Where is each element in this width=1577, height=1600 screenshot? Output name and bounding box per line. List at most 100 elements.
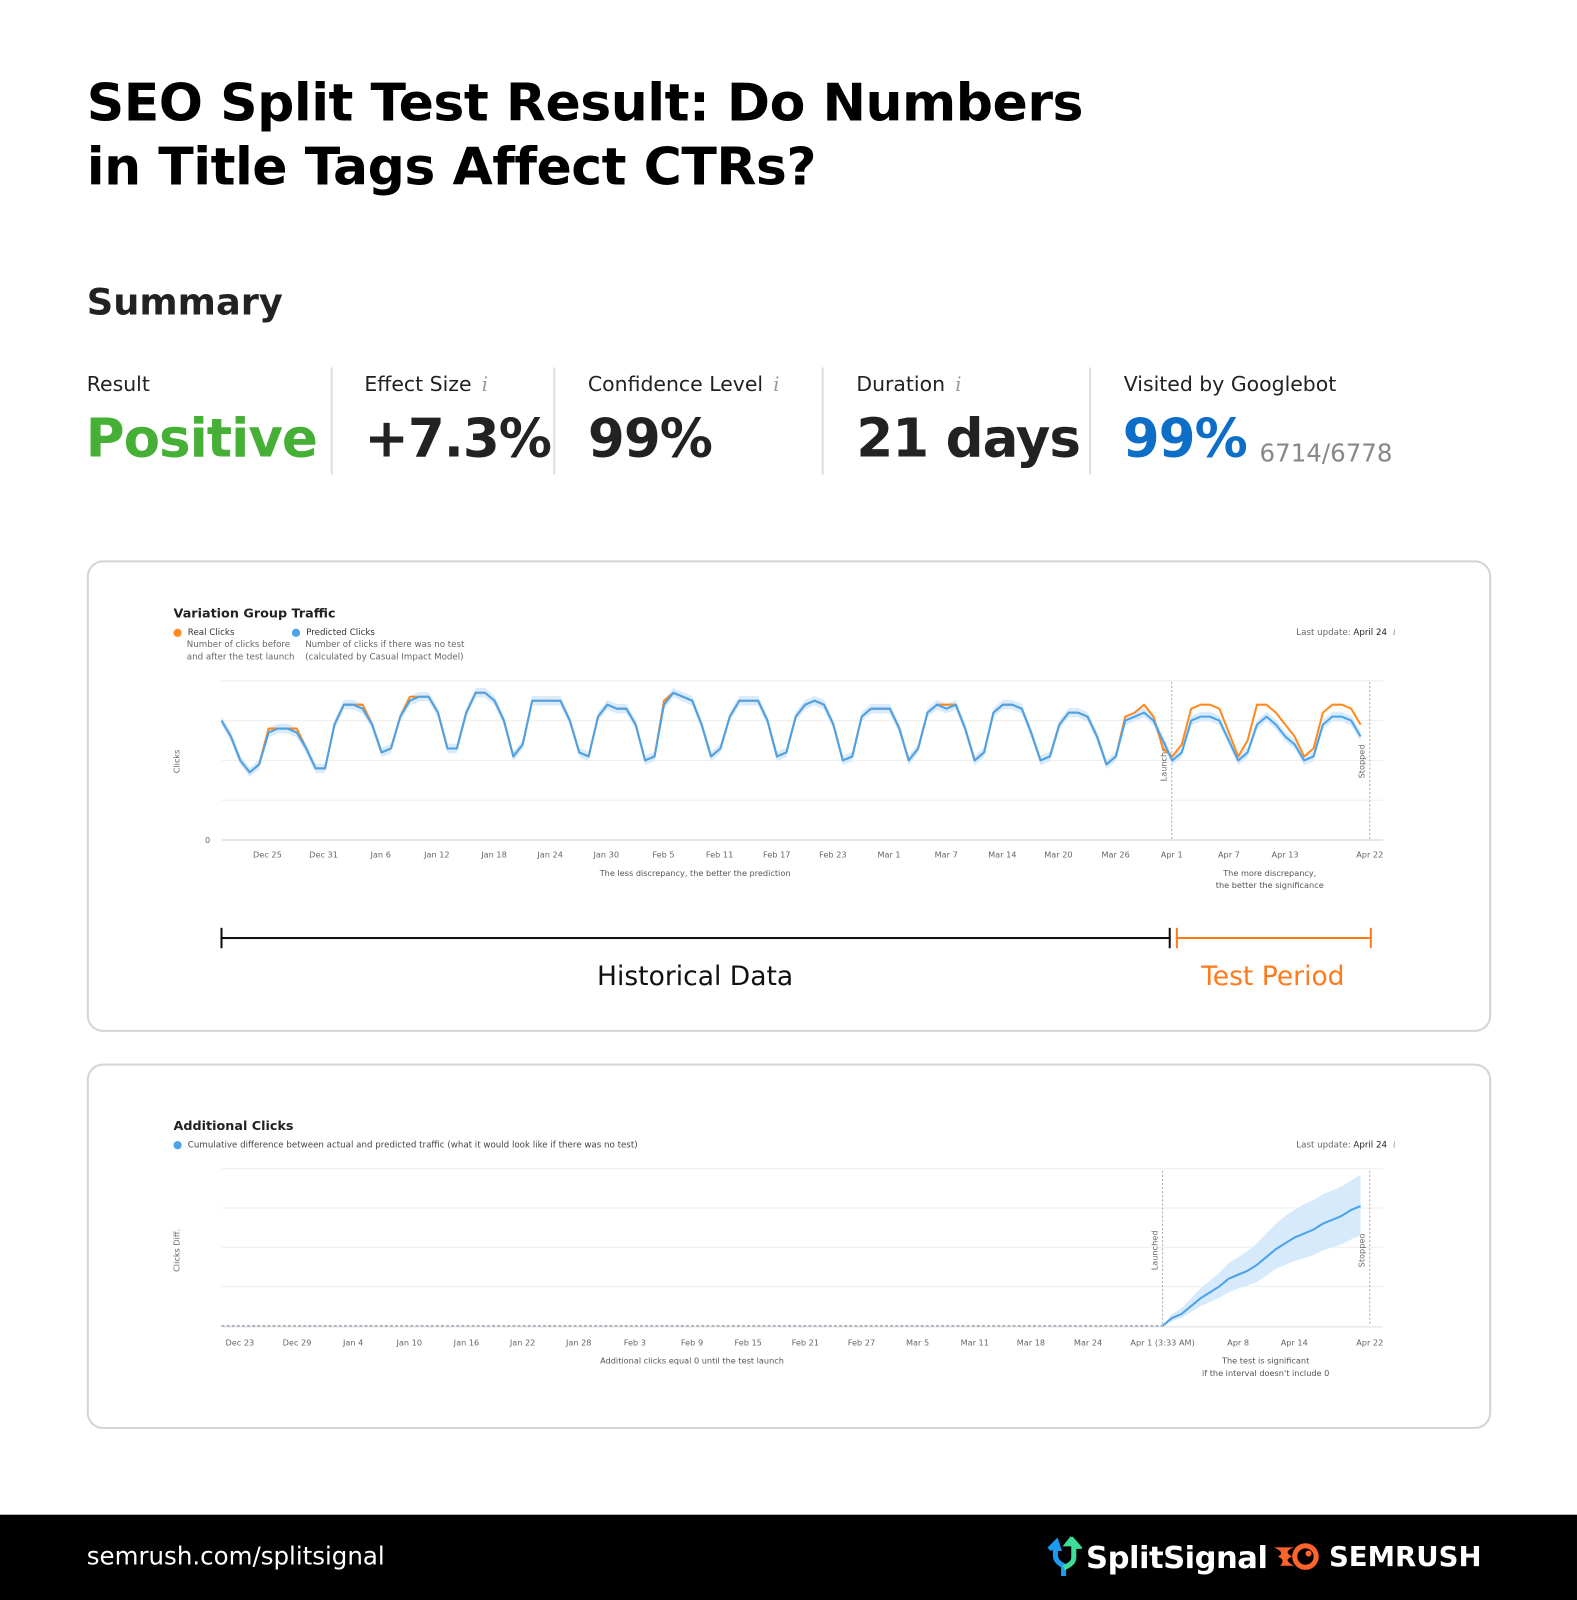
effect-size-value: +7.3% bbox=[364, 408, 552, 470]
footer: semrush.com/splitsignal SplitSignal SEMR… bbox=[0, 1514, 1577, 1600]
annotation-left: The less discrepancy, the better the pre… bbox=[599, 868, 791, 878]
result-label: Result bbox=[86, 371, 150, 397]
annotation-right: The test is significant bbox=[1221, 1356, 1309, 1366]
splitsignal-wordmark: SplitSignal bbox=[1086, 1539, 1268, 1576]
effect-size-label: Effect Size i bbox=[364, 372, 488, 396]
confidence-band bbox=[1162, 1174, 1361, 1326]
legend-label: Predicted Clicks bbox=[306, 627, 375, 638]
divider bbox=[821, 367, 824, 475]
x-tick-label: Feb 27 bbox=[848, 1337, 875, 1347]
annotation-right: The more discrepancy, bbox=[1222, 868, 1316, 878]
googlebot-label: Visited by Googlebot bbox=[1123, 371, 1337, 397]
legend-predicted-clicks: Predicted Clicks Number of clicks if the… bbox=[291, 627, 465, 664]
annotation-right: the better the significance bbox=[1216, 880, 1324, 890]
last-update: Last update: April 24 i bbox=[1296, 627, 1396, 639]
variation-traffic-chart: 0 Clicks Dec 25 Dec 31 Jan 6 Jan 12 Jan 18 Jan … bbox=[172, 680, 1383, 890]
info-icon[interactable]: i bbox=[1392, 627, 1396, 638]
historical-data-label: Historical Data bbox=[597, 961, 794, 993]
x-tick-label: Jan 6 bbox=[370, 849, 391, 859]
divider bbox=[1089, 367, 1092, 475]
x-tick-label: Apr 14 bbox=[1281, 1337, 1308, 1347]
annotation-left: Additional clicks equal 0 until the test… bbox=[600, 1356, 784, 1366]
summary-heading: Summary bbox=[86, 281, 283, 324]
effect-size-label-text: Effect Size bbox=[364, 371, 472, 397]
last-update-date: April 24 bbox=[1353, 627, 1388, 638]
info-icon[interactable]: i bbox=[955, 373, 962, 397]
confidence-label: Confidence Level i bbox=[588, 372, 780, 396]
x-tick-label: Apr 1 bbox=[1161, 849, 1183, 859]
footer-url[interactable]: semrush.com/splitsignal bbox=[86, 1542, 385, 1571]
duration-label-text: Duration bbox=[856, 371, 946, 397]
x-tick-label: Feb 3 bbox=[624, 1337, 646, 1347]
x-tick-label: Jan 12 bbox=[423, 849, 450, 859]
googlebot-count: 6714/6778 bbox=[1259, 438, 1393, 468]
semrush-wordmark: SEMRUSH bbox=[1328, 1540, 1482, 1573]
last-update-label: Last update: bbox=[1296, 1140, 1351, 1151]
splitsignal-logo: SplitSignal bbox=[1045, 1535, 1268, 1580]
bar-tick bbox=[220, 927, 223, 949]
x-tick-label: Apr 22 bbox=[1356, 1337, 1383, 1347]
confidence-value: 99% bbox=[587, 408, 713, 470]
title-line-1: SEO Split Test Result: Do Numbers bbox=[86, 73, 1084, 134]
x-tick-label: Feb 5 bbox=[652, 849, 674, 859]
x-tick-label: Feb 15 bbox=[734, 1337, 761, 1347]
blue-dot-icon bbox=[291, 628, 301, 637]
x-tick-label: Mar 24 bbox=[1074, 1337, 1102, 1347]
x-tick-label: Jan 4 bbox=[342, 1337, 363, 1347]
x-tick-label: Feb 23 bbox=[819, 849, 846, 859]
info-icon[interactable]: i bbox=[1392, 1140, 1396, 1151]
orange-dot-icon bbox=[173, 628, 182, 637]
stopped-label: Stopped bbox=[1357, 1233, 1367, 1267]
x-tick-label: Mar 18 bbox=[1017, 1337, 1045, 1347]
legend-desc: Number of clicks if there was no test bbox=[305, 639, 465, 651]
x-tick-label: Jan 10 bbox=[396, 1337, 423, 1347]
x-tick-label: Feb 21 bbox=[792, 1337, 819, 1347]
x-tick-label: Mar 14 bbox=[988, 849, 1016, 859]
x-tick-label: Jan 24 bbox=[536, 849, 563, 859]
last-update: Last update: April 24 i bbox=[1296, 1139, 1396, 1151]
x-tick-label: Jan 16 bbox=[453, 1337, 480, 1347]
x-tick-label: Mar 11 bbox=[961, 1337, 989, 1347]
x-tick-label: Mar 7 bbox=[935, 849, 958, 859]
x-tick-label: Dec 31 bbox=[309, 849, 338, 859]
x-tick-label: Feb 11 bbox=[706, 849, 733, 859]
test-period-label: Test Period bbox=[1201, 961, 1345, 993]
launched-label: Launched bbox=[1159, 742, 1169, 782]
x-tick-label: Dec 25 bbox=[253, 849, 282, 859]
x-tick-label: Jan 28 bbox=[565, 1337, 592, 1347]
duration-value: 21 days bbox=[856, 408, 1081, 470]
legend-real-clicks: Real Clicks Number of clicks before and … bbox=[173, 627, 295, 664]
x-tick-label: Feb 17 bbox=[763, 849, 790, 859]
historical-bar bbox=[220, 937, 1171, 940]
title-line-2: in Title Tags Affect CTRs? bbox=[86, 137, 817, 199]
x-tick-label: Mar 1 bbox=[877, 849, 900, 859]
chart1-title: Variation Group Traffic bbox=[173, 605, 336, 621]
x-tick-label: Jan 30 bbox=[593, 849, 620, 859]
chart2-title: Additional Clicks bbox=[173, 1117, 294, 1133]
blue-dot-icon bbox=[173, 1140, 182, 1149]
semrush-fire-icon bbox=[1273, 1543, 1319, 1570]
info-icon[interactable]: i bbox=[773, 373, 780, 397]
launched-label: Launched bbox=[1149, 1230, 1159, 1270]
splitsignal-arrows-icon bbox=[1047, 1536, 1082, 1576]
page-title: SEO Split Test Result: Do Numbers in Tit… bbox=[86, 71, 1084, 200]
semrush-logo: SEMRUSH bbox=[1272, 1539, 1482, 1574]
bar-tick bbox=[1369, 927, 1372, 949]
legend-desc: (calculated by Casual Impact Model) bbox=[305, 652, 464, 663]
stopped-label: Stopped bbox=[1357, 744, 1367, 778]
bar-tick bbox=[1168, 927, 1171, 949]
x-tick-label: Dec 23 bbox=[225, 1337, 254, 1347]
y-axis-label: Clicks bbox=[172, 750, 182, 774]
legend-cumulative: Cumulative difference between actual and… bbox=[173, 1139, 638, 1151]
bar-tick bbox=[1175, 927, 1178, 949]
divider bbox=[330, 367, 333, 475]
annotation-right: if the interval doesn't include 0 bbox=[1202, 1368, 1329, 1378]
x-tick-label: Apr 22 bbox=[1356, 849, 1383, 859]
legend-desc: Number of clicks before bbox=[186, 639, 291, 651]
x-tick-label: Feb 9 bbox=[681, 1337, 703, 1347]
additional-clicks-chart: Clicks Diff. Dec 23 Dec 29 Jan 4 Jan 10 Jan 1… bbox=[172, 1168, 1383, 1378]
x-tick-label: Dec 29 bbox=[283, 1337, 312, 1347]
info-icon[interactable]: i bbox=[481, 373, 488, 397]
variation-traffic-card bbox=[86, 560, 1492, 1032]
